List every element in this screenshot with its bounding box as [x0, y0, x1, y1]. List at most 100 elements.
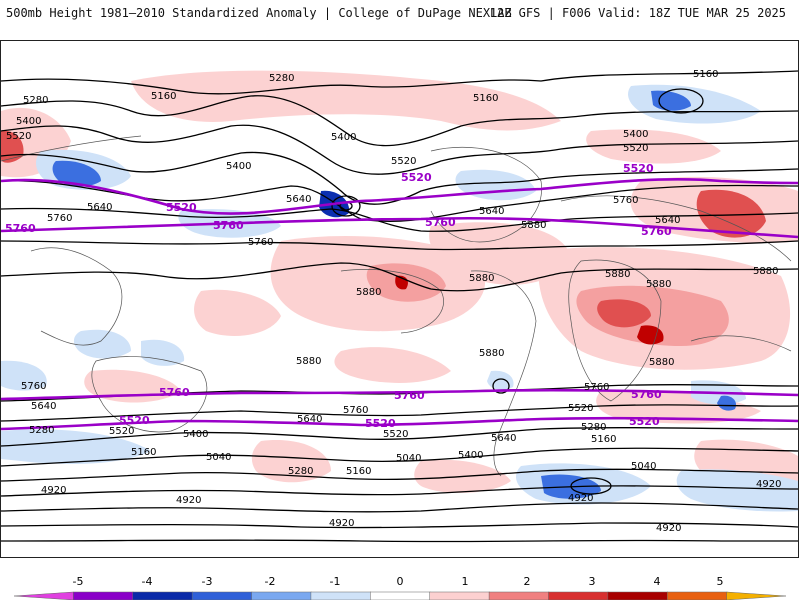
contour-label-5880: 5880 — [356, 287, 381, 298]
contour-label-5280: 5280 — [29, 425, 54, 436]
contour-label-5160: 5160 — [131, 447, 156, 458]
colorbar-tick: 1 — [462, 575, 469, 588]
coastlines — [1, 135, 792, 477]
contour-label-5160: 5160 — [591, 434, 616, 445]
contour-label-5520: 5520 — [623, 143, 648, 154]
contour-label-5640: 5640 — [31, 401, 56, 412]
strong-positive-anomaly-shading — [1, 130, 766, 346]
colorbar-tick: -5 — [73, 575, 84, 588]
contour-label-5760: 5760 — [248, 237, 273, 248]
map-canvas: 5280 5280 5160 5160 5160 5400 5400 5400 … — [1, 69, 798, 543]
colorbar-swatch — [191, 591, 253, 600]
contour-label-5640: 5640 — [286, 194, 311, 205]
contour-label-5160: 5160 — [473, 93, 498, 104]
contour-label-4920: 4920 — [756, 479, 781, 490]
colorbar-swatch — [132, 591, 193, 600]
highlight-contour-labels: 5520 5520 5520 5760 5760 5760 5760 5760 … — [5, 162, 672, 430]
contour-label-5760: 5760 — [21, 381, 46, 392]
contour-label-5520-highlight: 5520 — [401, 171, 432, 184]
colorbar-tick: 5 — [717, 575, 724, 588]
contour-label-5520: 5520 — [383, 429, 408, 440]
contour-label-4920: 4920 — [656, 523, 681, 534]
map-title: 500mb Height 1981–2010 Standardized Anom… — [6, 6, 512, 20]
contour-label-5400: 5400 — [458, 450, 483, 461]
colorbar-tick: 0 — [397, 575, 404, 588]
contour-label-5400: 5400 — [331, 132, 356, 143]
contour-label-5760-highlight: 5760 — [159, 386, 190, 399]
contour-label-5160: 5160 — [151, 91, 176, 102]
contour-label-5880: 5880 — [296, 356, 321, 367]
contour-label-5880: 5880 — [479, 348, 504, 359]
model-run-info: 12Z GFS | F006 Valid: 18Z TUE MAR 25 202… — [489, 6, 786, 20]
colorbar-swatch — [429, 591, 490, 600]
colorbar-swatch — [488, 591, 550, 600]
contour-label-5880: 5880 — [469, 273, 494, 284]
colorbar-tick: 3 — [589, 575, 596, 588]
colorbar-tick: -2 — [265, 575, 276, 588]
colorbar-swatch — [73, 591, 134, 600]
contour-label-5520: 5520 — [109, 426, 134, 437]
contour-label-5520-highlight: 5520 — [119, 414, 150, 427]
colorbar-tick: -3 — [202, 575, 213, 588]
contour-label-5640: 5640 — [297, 414, 322, 425]
highlight-contours — [1, 178, 798, 431]
contour-label-5040: 5040 — [631, 461, 656, 472]
contour-label-5040: 5040 — [206, 452, 231, 463]
contour-label-5400: 5400 — [226, 161, 251, 172]
contour-label-5760: 5760 — [584, 382, 609, 393]
contour-label-5520-highlight: 5520 — [166, 201, 197, 214]
colorbar-tick: -1 — [330, 575, 341, 588]
contour-label-5280: 5280 — [581, 422, 606, 433]
contour-label-5880: 5880 — [649, 357, 674, 368]
contour-label-5640: 5640 — [479, 206, 504, 217]
colorbar: -5 -4 -3 -2 -1 0 1 2 3 4 5 — [13, 575, 787, 600]
colorbar-segments — [13, 591, 787, 600]
colorbar-swatch — [251, 591, 312, 600]
contour-label-5760: 5760 — [613, 195, 638, 206]
contour-label-5520-highlight: 5520 — [623, 162, 654, 175]
contour-label-5640: 5640 — [491, 433, 516, 444]
contour-label-5280: 5280 — [269, 73, 294, 84]
contour-label-5880: 5880 — [605, 269, 630, 280]
contour-label-5880: 5880 — [753, 266, 778, 277]
contour-label-5040: 5040 — [396, 453, 421, 464]
contour-label-5520-highlight: 5520 — [365, 417, 396, 430]
contour-label-4920: 4920 — [329, 518, 354, 529]
contour-label-5160: 5160 — [693, 69, 718, 80]
contour-label-5760-highlight: 5760 — [425, 216, 456, 229]
contour-label-5640: 5640 — [655, 215, 680, 226]
height-contours — [1, 70, 798, 543]
colorbar-swatch — [726, 591, 787, 600]
colorbar-ticks: -5 -4 -3 -2 -1 0 1 2 3 4 5 — [73, 575, 724, 588]
colorbar-swatch — [370, 591, 431, 600]
contour-label-5280: 5280 — [23, 95, 48, 106]
colorbar-swatch — [666, 591, 728, 600]
contour-labels: 5280 5280 5160 5160 5160 5400 5400 5400 … — [6, 69, 781, 534]
contour-label-5760: 5760 — [47, 213, 72, 224]
contour-label-5520: 5520 — [391, 156, 416, 167]
contour-label-5760-highlight: 5760 — [213, 219, 244, 232]
colorbar-tick: 2 — [524, 575, 531, 588]
contour-label-5520: 5520 — [568, 403, 593, 414]
contour-label-5520-highlight: 5520 — [629, 415, 660, 428]
contour-label-5400: 5400 — [623, 129, 648, 140]
contour-label-4920: 4920 — [176, 495, 201, 506]
colorbar-tick: 4 — [654, 575, 661, 588]
colorbar-tick: -4 — [142, 575, 153, 588]
contour-label-4920: 4920 — [41, 485, 66, 496]
contour-label-5400: 5400 — [183, 429, 208, 440]
colorbar-swatch — [13, 591, 74, 600]
contour-label-5760-highlight: 5760 — [5, 222, 36, 235]
colorbar-swatch — [548, 591, 609, 600]
contour-label-5880: 5880 — [646, 279, 671, 290]
anomaly-map[interactable]: 5280 5280 5160 5160 5160 5400 5400 5400 … — [0, 40, 799, 558]
contour-label-5760-highlight: 5760 — [641, 225, 672, 238]
contour-label-5160: 5160 — [346, 466, 371, 477]
contour-label-5400: 5400 — [16, 116, 41, 127]
contour-label-4920: 4920 — [568, 493, 593, 504]
contour-label-5640: 5640 — [87, 202, 112, 213]
contour-label-5880: 5880 — [521, 220, 546, 231]
contour-label-5760: 5760 — [343, 405, 368, 416]
contour-label-5760-highlight: 5760 — [394, 389, 425, 402]
colorbar-swatch — [607, 591, 668, 600]
